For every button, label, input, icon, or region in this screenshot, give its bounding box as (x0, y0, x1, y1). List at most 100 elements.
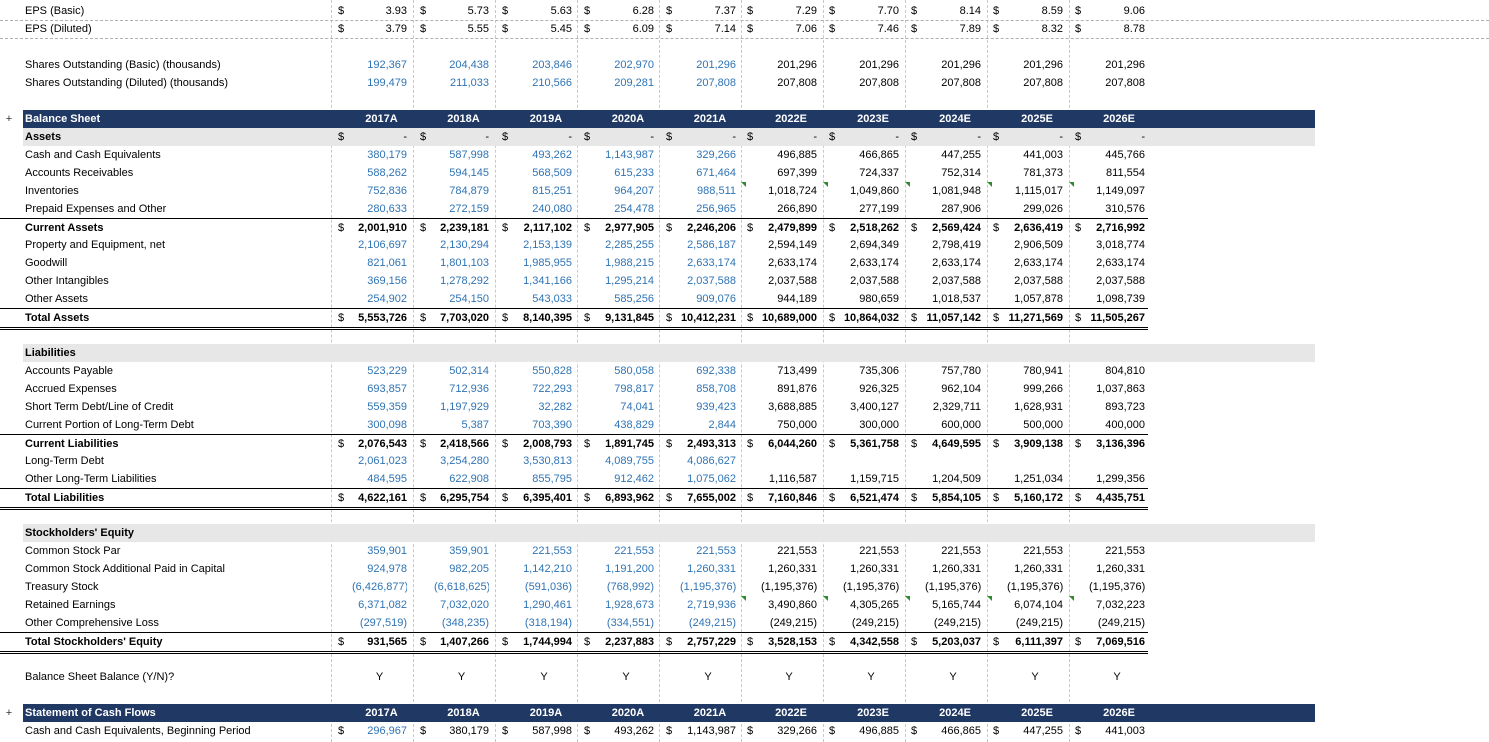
dollar-sign-cell[interactable]: $ (338, 23, 345, 35)
value-cell-2020A[interactable]: 798,817 (614, 383, 654, 395)
value-cell-2021A[interactable]: (1,195,376) (680, 581, 736, 593)
value-cell-2023E[interactable]: 4,342,558 (850, 636, 899, 648)
value-cell-2023E[interactable]: 7.70 (877, 5, 899, 17)
value-cell-2017A[interactable]: 2,106,697 (358, 239, 407, 251)
dollar-sign-cell[interactable]: $ (666, 23, 673, 35)
value-cell-2025E[interactable]: 2,037,588 (1014, 275, 1063, 287)
dollar-sign-cell[interactable]: $ (502, 222, 509, 234)
value-cell-2017A[interactable]: 300,098 (367, 419, 407, 431)
value-cell[interactable]: 201,296 (941, 59, 981, 71)
dollar-sign-cell[interactable]: $ (747, 23, 754, 35)
value-cell-2025E[interactable]: 6,111,397 (1015, 636, 1063, 648)
dollar-sign-cell[interactable]: $ (420, 492, 427, 504)
value-cell-2021A[interactable]: 858,708 (696, 383, 736, 395)
row-label[interactable]: Cash and Cash Equivalents (25, 149, 161, 161)
value-cell-2025E[interactable]: 2,906,509 (1014, 239, 1063, 251)
value-cell-2026E[interactable]: 400,000 (1105, 419, 1145, 431)
year-header[interactable]: 2020A (611, 707, 645, 719)
dollar-sign-cell[interactable]: $ (502, 23, 509, 35)
dollar-sign-cell[interactable]: $ (420, 23, 427, 35)
value-cell-2026E[interactable]: 1,098,739 (1096, 293, 1145, 305)
value-cell-2017A[interactable]: 752,836 (367, 185, 407, 197)
value-cell-2018A[interactable]: 6,295,754 (440, 492, 489, 504)
value-cell-2017A[interactable]: 2,061,023 (358, 455, 407, 467)
value-cell-2018A[interactable]: 587,998 (449, 149, 489, 161)
dollar-sign-cell[interactable]: $ (993, 131, 1000, 143)
row-label[interactable]: Common Stock Par (25, 545, 121, 557)
value-cell-2020A[interactable]: 580,058 (614, 365, 654, 377)
dollar-sign-cell[interactable]: $ (911, 222, 918, 234)
dollar-sign-cell[interactable]: $ (747, 492, 754, 504)
dollar-sign-cell[interactable]: $ (747, 636, 754, 648)
dollar-sign-cell[interactable]: $ (911, 5, 918, 17)
value-cell[interactable]: 496,885 (859, 725, 899, 737)
value-cell-2022E[interactable]: 6,044,260 (768, 438, 817, 450)
dollar-sign-cell[interactable]: $ (829, 725, 836, 737)
value-cell-2023E[interactable]: 724,337 (859, 167, 899, 179)
dollar-sign-cell[interactable]: $ (747, 222, 754, 234)
value-cell-2022E[interactable]: 3,490,860 (768, 599, 817, 611)
row-label[interactable]: EPS (Basic) (25, 5, 85, 17)
value-cell-2020A[interactable]: 1,891,745 (605, 438, 654, 450)
value-cell-2022E[interactable]: 2,037,588 (768, 275, 817, 287)
check-cell[interactable]: Y (1113, 671, 1121, 683)
row-label[interactable]: Cash and Cash Equivalents, Beginning Per… (25, 725, 251, 737)
value-cell-2021A[interactable]: 988,511 (697, 185, 736, 197)
dollar-sign-cell[interactable]: $ (829, 5, 836, 17)
value-cell-2018A[interactable]: 1,197,929 (440, 401, 489, 413)
value-cell-2019A[interactable]: 32,282 (538, 401, 572, 413)
value-cell-2022E[interactable]: 3,688,885 (768, 401, 817, 413)
value-cell-2025E[interactable]: 8.32 (1041, 23, 1063, 35)
dollar-sign-cell[interactable]: $ (829, 222, 836, 234)
value-cell[interactable]: 447,255 (1023, 725, 1063, 737)
dollar-sign-cell[interactable]: $ (1075, 312, 1082, 324)
dollar-sign-cell[interactable]: $ (338, 222, 345, 234)
value-cell-2025E[interactable]: 1,628,931 (1014, 401, 1063, 413)
value-cell-2017A[interactable]: 2,001,910 (358, 222, 407, 234)
value-cell-2018A[interactable]: 254,150 (449, 293, 489, 305)
year-header[interactable]: 2021A (693, 113, 727, 125)
value-cell-2021A[interactable]: 2,757,229 (687, 636, 736, 648)
value-cell-2023E[interactable]: 980,659 (859, 293, 899, 305)
value-cell-2020A[interactable]: 1,295,214 (605, 275, 654, 287)
row-label[interactable]: EPS (Diluted) (25, 23, 92, 35)
row-label[interactable]: Other Comprehensive Loss (25, 617, 159, 629)
value-cell[interactable]: 192,367 (367, 59, 407, 71)
value-cell-2018A[interactable]: 272,159 (449, 203, 489, 215)
value-cell-2021A[interactable]: 10,412,231 (680, 312, 736, 324)
value-cell-2023E[interactable]: 300,000 (859, 419, 899, 431)
dollar-sign-cell[interactable]: $ (747, 725, 754, 737)
year-header[interactable]: 2019A (529, 707, 563, 719)
value-cell-2020A[interactable]: 254,478 (614, 203, 654, 215)
row-label[interactable]: Accounts Payable (25, 365, 114, 377)
value-cell-2024E[interactable]: 5,203,037 (932, 636, 981, 648)
value-cell-2023E[interactable]: 1,159,715 (850, 473, 899, 485)
year-header[interactable]: 2024E (939, 113, 971, 125)
value-cell-2018A[interactable]: 502,314 (449, 365, 489, 377)
row-label[interactable]: Shares Outstanding (Basic) (thousands) (25, 59, 221, 71)
value-cell-2017A[interactable]: 924,978 (367, 563, 407, 575)
value-cell-2022E[interactable]: 7.06 (795, 23, 817, 35)
value-cell-2026E[interactable]: 1,299,356 (1096, 473, 1145, 485)
dollar-sign-cell[interactable]: $ (747, 5, 754, 17)
value-cell-2017A[interactable]: 523,229 (367, 365, 407, 377)
dollar-sign-cell[interactable]: $ (911, 23, 918, 35)
row-label[interactable]: Retained Earnings (25, 599, 116, 611)
value-cell-2024E[interactable]: 2,633,174 (932, 257, 981, 269)
dollar-sign-cell[interactable]: $ (584, 725, 591, 737)
dollar-sign-cell[interactable]: $ (993, 222, 1000, 234)
value-cell-2021A[interactable]: 2,719,936 (687, 599, 736, 611)
value-cell[interactable]: 209,281 (614, 77, 654, 89)
value-cell-2023E[interactable] (843, 452, 899, 470)
value-cell-2024E[interactable]: 8.14 (959, 5, 981, 17)
dollar-sign-cell[interactable]: $ (1075, 492, 1082, 504)
dollar-sign-cell[interactable]: $ (420, 222, 427, 234)
value-cell-2020A[interactable]: 2,977,905 (605, 222, 654, 234)
value-cell[interactable]: 207,808 (1023, 77, 1063, 89)
dollar-sign-cell[interactable]: $ (338, 312, 345, 324)
value-cell-2018A[interactable]: 2,130,294 (440, 239, 489, 251)
value-cell-2020A[interactable]: (334,551) (606, 617, 654, 629)
value-cell-2018A[interactable]: 982,205 (449, 563, 489, 575)
value-cell-2025E[interactable]: 8.59 (1041, 5, 1063, 17)
